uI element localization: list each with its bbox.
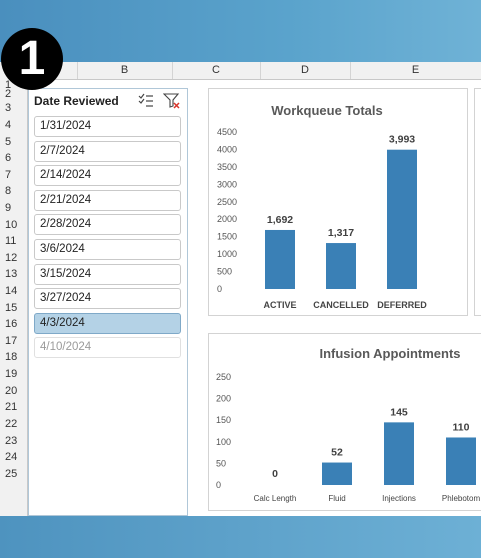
category-label: Calc Length — [254, 494, 297, 503]
infusion-appointments-plot: Infusion Appointments 250 200 150 100 50 0 0 Cal… — [216, 346, 481, 503]
y-tick-label: 200 — [216, 394, 231, 404]
data-label: 1,692 — [267, 214, 293, 226]
infusion-appointments-chart[interactable]: Infusion Appointments 250 200 150 100 50 0 0 Cal… — [208, 333, 481, 511]
category-label: ACTIVE — [263, 300, 296, 310]
slicer-item[interactable]: 3/15/2024 — [34, 263, 181, 285]
category-label: DEFERRED — [377, 300, 427, 310]
y-tick-label: 500 — [217, 267, 232, 277]
bar — [387, 149, 417, 289]
category-label: CANCELLED — [313, 300, 369, 310]
row-header[interactable]: 17 — [5, 335, 18, 347]
column-header-b[interactable]: B — [77, 62, 173, 79]
slicer-item[interactable]: 4/3/2024 — [34, 312, 181, 334]
row-header[interactable]: 16 — [5, 318, 18, 330]
clear-filter-icon[interactable] — [163, 93, 181, 109]
data-label: 3,993 — [389, 134, 415, 146]
row-header[interactable]: 2 — [5, 88, 12, 100]
row-header[interactable]: 22 — [5, 418, 18, 430]
row-header[interactable]: 3 — [5, 102, 12, 114]
slicer-title: Date Reviewed — [34, 94, 119, 108]
bar — [265, 229, 295, 289]
y-tick-label: 1000 — [217, 249, 237, 259]
multi-select-icon[interactable] — [137, 93, 155, 109]
column-header-d[interactable]: D — [260, 62, 351, 79]
y-tick-label: 0 — [217, 284, 222, 294]
row-header[interactable]: 5 — [5, 136, 12, 148]
data-label: 110 — [453, 421, 470, 433]
column-header-bar: B C D E — [0, 62, 481, 80]
slicer-item[interactable]: 2/21/2024 — [34, 189, 181, 211]
category-label: Fluid — [328, 494, 345, 503]
data-label: 52 — [331, 447, 343, 459]
workqueue-totals-chart[interactable]: Workqueue Totals 4500 4000 3500 3000 2500 2000… — [208, 88, 468, 316]
column-header-a[interactable] — [27, 62, 78, 79]
row-header-bar: 1 2 3 4 5 6 7 8 9 10 11 12 13 14 15 16 17 18 19 20 21 22 23 24 2… — [0, 79, 28, 516]
category-label: Phlebotom — [442, 494, 481, 503]
category-label: Injections — [382, 494, 416, 503]
y-tick-label: 100 — [216, 437, 231, 447]
chart-title: Infusion Appointments — [319, 346, 460, 361]
row-header[interactable]: 9 — [5, 202, 12, 214]
row-header[interactable]: 8 — [5, 185, 12, 197]
y-tick-label: 2500 — [217, 197, 237, 207]
y-tick-label: 3500 — [217, 162, 237, 172]
adjacent-chart-edge[interactable] — [474, 88, 481, 316]
row-header[interactable]: 1 — [5, 79, 12, 91]
data-label: 1,317 — [328, 227, 354, 239]
row-header[interactable]: 18 — [5, 351, 18, 363]
slicer-item[interactable]: 2/14/2024 — [34, 165, 181, 187]
y-tick-label: 250 — [216, 372, 231, 382]
row-header[interactable]: 4 — [5, 119, 12, 131]
date-reviewed-slicer[interactable]: Date Reviewed 1/31/2024 2/7/2024 2/14/2024… — [28, 88, 188, 516]
window-top-background — [0, 0, 481, 62]
y-tick-label: 1500 — [217, 232, 237, 242]
workqueue-totals-plot: Workqueue Totals 4500 4000 3500 3000 2500 2000… — [217, 103, 427, 310]
column-header-c[interactable]: C — [172, 62, 261, 79]
slicer-item[interactable]: 3/27/2024 — [34, 288, 181, 310]
slicer-item[interactable]: 1/31/2024 — [34, 116, 181, 137]
chart-title: Workqueue Totals — [271, 103, 382, 118]
row-header[interactable]: 6 — [5, 152, 12, 164]
y-tick-label: 2000 — [217, 214, 237, 224]
row-header[interactable]: 7 — [5, 169, 12, 181]
slicer-item[interactable]: 2/7/2024 — [34, 140, 181, 162]
row-header[interactable]: 11 — [5, 235, 17, 247]
data-label: 0 — [272, 468, 278, 480]
y-tick-label: 150 — [216, 415, 231, 425]
row-header[interactable]: 19 — [5, 368, 18, 380]
bar — [446, 437, 476, 485]
row-header[interactable]: 20 — [5, 385, 18, 397]
bar — [322, 462, 352, 485]
bar — [384, 422, 414, 485]
row-header[interactable]: 25 — [5, 468, 18, 480]
row-header[interactable]: 13 — [5, 268, 18, 280]
y-tick-label: 4500 — [217, 127, 237, 137]
slicer-item[interactable]: 3/6/2024 — [34, 239, 181, 260]
column-header-e[interactable]: E — [350, 62, 481, 79]
y-tick-label: 50 — [216, 458, 226, 468]
bar — [326, 243, 356, 289]
y-tick-label: 4000 — [217, 144, 237, 154]
row-header[interactable]: 14 — [5, 285, 18, 297]
row-header[interactable]: 15 — [5, 302, 18, 314]
row-header[interactable]: 23 — [5, 435, 18, 447]
slicer-item[interactable]: 4/10/2024 — [34, 337, 181, 359]
y-tick-label: 0 — [216, 480, 221, 490]
row-header[interactable]: 10 — [5, 219, 18, 231]
row-header[interactable]: 24 — [5, 451, 18, 463]
slicer-item[interactable]: 2/28/2024 — [34, 214, 181, 236]
y-tick-label: 3000 — [217, 179, 237, 189]
window-bottom-background — [0, 516, 481, 558]
row-header[interactable]: 21 — [5, 401, 18, 413]
row-header[interactable]: 12 — [5, 252, 18, 264]
step-number-badge: 1 — [1, 28, 63, 90]
data-label: 145 — [390, 406, 408, 418]
